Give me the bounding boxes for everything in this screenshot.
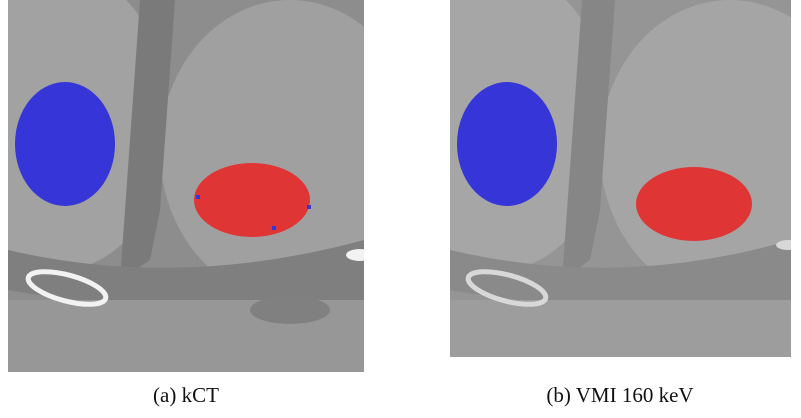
caption: (b) VMI 160 keV [546,383,693,407]
panel-b-image [390,0,801,357]
caption: (a) kCT [153,383,219,407]
panel-a-image [0,0,420,372]
page: (a) kCT (b) VMI 160 keV (() => { const d… [0,0,801,418]
figure: (a) kCT (b) VMI 160 keV [0,0,801,418]
